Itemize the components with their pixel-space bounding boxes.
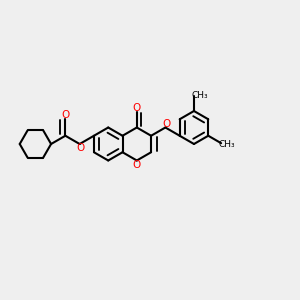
Text: O: O <box>133 103 141 113</box>
Text: CH₃: CH₃ <box>218 140 235 148</box>
Text: O: O <box>133 160 141 170</box>
Text: O: O <box>163 119 171 129</box>
Text: O: O <box>61 110 70 120</box>
Text: O: O <box>77 142 85 153</box>
Text: CH₃: CH₃ <box>191 91 208 100</box>
